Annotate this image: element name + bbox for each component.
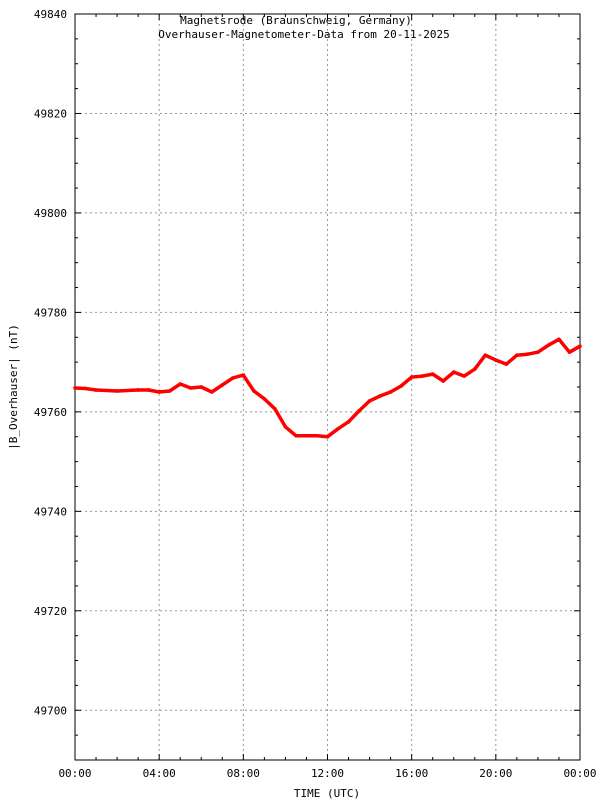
data-point [494,358,498,362]
data-point [115,389,119,393]
chart-subtitle: Overhauser-Magnetometer-Data from 20-11-… [158,28,449,41]
data-point [546,343,551,348]
data-point [231,376,235,380]
data-point [409,375,414,379]
series-path [74,337,581,439]
y-tick-label: 49740 [34,505,67,518]
data-point [146,388,151,392]
data-point [504,362,509,366]
data-point [472,367,477,371]
ticks: 49700 49720 49740 49760 49780 49800 49820 49840… [34,8,597,780]
data-point [199,385,204,389]
data-point [346,420,351,424]
data-point [462,374,467,378]
data-point [136,388,140,392]
data-point [283,424,288,429]
data-point [220,383,225,387]
x-tick-label: 16:00 [395,767,428,780]
y-tick-label: 49760 [34,406,67,419]
data-point [441,379,446,383]
data-point [188,386,193,390]
data-point [451,370,456,374]
data-point [294,433,298,438]
data-point [167,389,172,393]
chart-title: Magnetsrode (Braunschweig, Germany) [180,14,412,27]
y-tick-label: 49700 [34,704,67,717]
data-point [567,350,572,354]
data-point [157,390,161,394]
data-point [325,434,330,439]
data-point [304,433,309,438]
data-point [73,386,77,390]
data-point [241,373,246,377]
data-point [83,386,88,391]
data-point [252,389,256,393]
data-point [262,397,267,401]
x-tick-label: 00:00 [563,767,596,780]
y-tick-label: 49780 [34,306,67,319]
x-axis-label: TIME (UTC) [294,787,360,800]
data-point [336,426,340,431]
data-point [420,374,424,378]
data-point [430,372,435,376]
data-point [536,350,540,354]
x-tick-label: 00:00 [58,767,91,780]
data-point [178,382,183,386]
x-tick-label: 08:00 [227,767,260,780]
y-axis-label: |B_Overhauser| (nT) [7,324,20,450]
data-point [209,390,214,394]
data-point [357,409,361,413]
y-tick-label: 49820 [34,107,67,120]
data-point [399,384,403,388]
series-line [73,337,582,439]
x-tick-label: 20:00 [479,767,512,780]
data-point [315,433,319,438]
data-point [557,337,561,342]
y-tick-label: 49720 [34,605,67,618]
grid [75,14,580,760]
data-point [94,388,98,392]
x-tick-label: 12:00 [311,767,344,780]
data-point [515,353,519,357]
y-tick-label: 49840 [34,8,67,21]
x-tick-label: 04:00 [143,767,176,780]
data-point [525,352,530,356]
data-point [378,394,382,398]
data-point [388,390,393,394]
y-tick-label: 49800 [34,207,67,220]
data-point [483,353,488,357]
data-point [578,344,582,349]
data-point [367,399,372,403]
data-point [273,407,277,411]
